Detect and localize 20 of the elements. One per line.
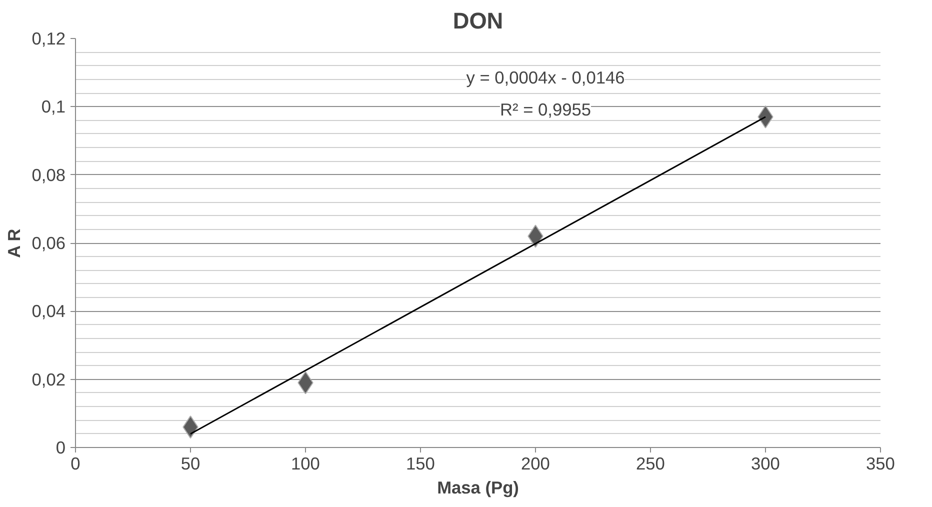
annotation: y = 0,0004x - 0,0146: [466, 68, 625, 88]
x-tick-label: 300: [751, 454, 780, 474]
y-tick-label: 0,04: [32, 301, 66, 322]
x-tick-label: 100: [291, 454, 320, 474]
y-tick-label: 0,1: [41, 96, 66, 117]
x-tick-label: 150: [406, 454, 435, 474]
y-tick-label: 0,06: [32, 233, 66, 253]
x-tick-label: 200: [521, 454, 550, 474]
y-tick-label: 0,12: [32, 28, 66, 48]
x-axis-title: Masa (Pg): [437, 478, 519, 498]
x-tick-label: 350: [866, 454, 895, 474]
y-axis-title: A R: [4, 228, 24, 258]
x-tick-label: 250: [636, 454, 665, 474]
y-tick-label: 0,08: [32, 164, 66, 185]
chart-title: DON: [452, 8, 504, 34]
annotation: R² = 0,9955: [500, 100, 592, 120]
y-tick-label: 0: [56, 438, 66, 458]
x-tick-label: 0: [70, 454, 80, 474]
y-tick-label: 0,02: [32, 369, 66, 390]
x-tick-label: 50: [180, 454, 200, 474]
